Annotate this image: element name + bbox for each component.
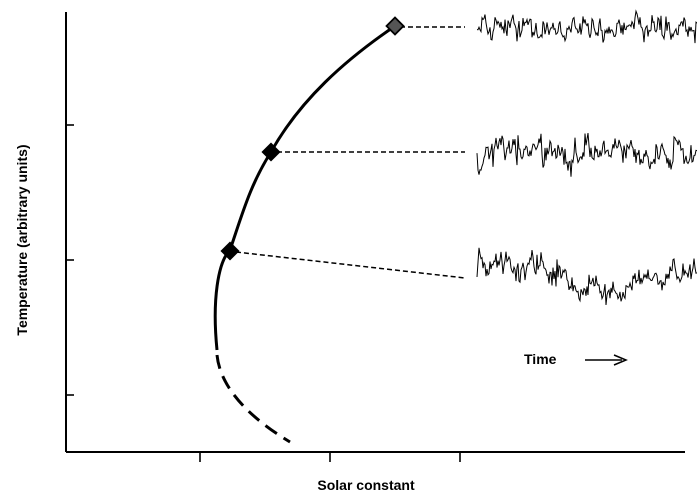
unstable-branch-curve	[215, 354, 291, 444]
x-axis-title: Solar constant	[317, 477, 415, 493]
time-label: Time	[524, 351, 557, 367]
marker-middle	[261, 142, 281, 162]
marker-upper	[385, 16, 405, 36]
marker-lower	[220, 241, 240, 261]
stable-branch-curve	[213, 24, 396, 351]
y-axis-title: Temperature (arbitrary units)	[14, 144, 30, 335]
time-arrow-head	[613, 354, 628, 366]
time-series-lower	[476, 247, 697, 306]
time-series-upper	[476, 9, 697, 44]
connector-lower	[235, 251, 466, 279]
time-series-middle	[476, 133, 697, 177]
